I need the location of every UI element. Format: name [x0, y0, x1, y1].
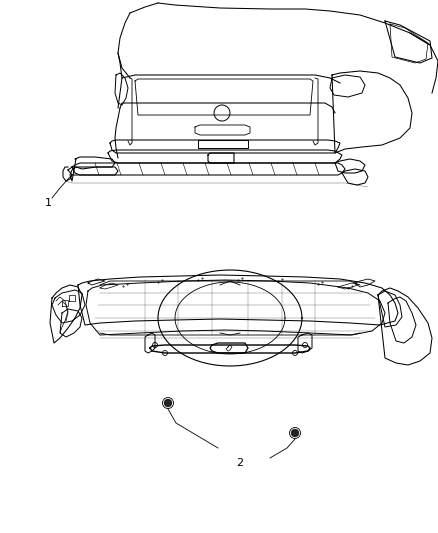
Circle shape: [292, 430, 299, 437]
Text: 1: 1: [45, 198, 52, 208]
Text: 2: 2: [237, 458, 244, 468]
Circle shape: [165, 400, 172, 407]
